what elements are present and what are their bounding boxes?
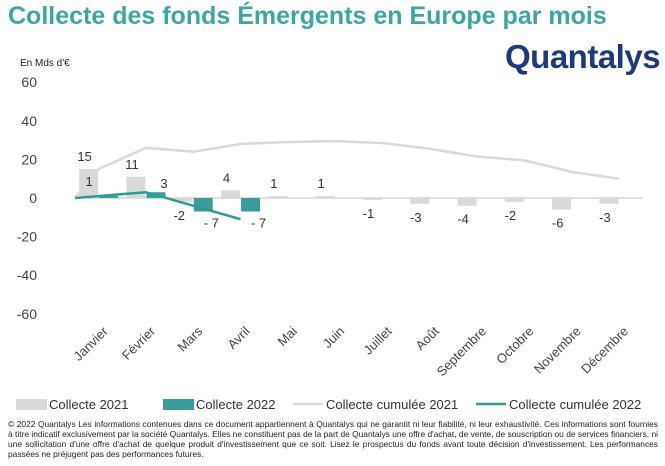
x-tick-label: Août [412, 323, 442, 353]
line-collecte-cumulee-2021 [74, 139, 620, 199]
x-tick-label: Septembre [434, 324, 490, 380]
x-tick-label: Mai [275, 323, 300, 348]
bar-collecte-2021 [552, 198, 572, 210]
data-label-2021: -6 [552, 216, 564, 231]
quantalys-logo: Quantalys [505, 38, 661, 75]
data-label-2022: 3 [160, 176, 167, 191]
bar-collecte-2021 [362, 198, 382, 200]
x-tick-label: Mars [174, 323, 205, 354]
chart-title: Collecte des fonds Émergents en Europe p… [8, 2, 607, 30]
data-label-2021: 1 [318, 176, 325, 191]
data-label-2021: 11 [125, 157, 139, 172]
legend-label: Collecte cumulée 2021 [326, 397, 458, 412]
bar-collecte-2021 [504, 198, 524, 202]
x-tick-label: Février [119, 323, 159, 363]
data-label-2021: -1 [363, 206, 375, 221]
bar-collecte-2021 [173, 198, 193, 202]
x-tick-label: Octobre [493, 324, 536, 367]
disclaimer-text: © 2022 Quantalys Les informations conten… [8, 419, 658, 459]
legend-label: Collecte 2022 [196, 397, 276, 412]
data-label-2021: -2 [173, 208, 185, 223]
legend-label: Collecte 2021 [49, 397, 129, 412]
y-tick-label: 20 [21, 151, 37, 167]
legend-swatch [163, 399, 194, 410]
data-label-2022: 1 [86, 174, 93, 189]
bar-collecte-2022 [241, 198, 261, 212]
data-label-2021: 4 [223, 170, 230, 185]
bar-collecte-2021 [268, 196, 288, 198]
data-label-2021: -3 [599, 210, 611, 225]
x-tick-label: Juillet [360, 323, 394, 357]
line-collecte-cumulee-2022 [74, 190, 241, 221]
y-axis-unit-label: En Mds d'€ [20, 58, 70, 69]
bar-collecte-2022 [99, 196, 119, 198]
legend-label: Collecte cumulée 2022 [509, 397, 641, 412]
y-tick-label: 0 [29, 190, 37, 206]
data-label-2021: -4 [457, 212, 469, 227]
data-label-2021: 15 [77, 149, 91, 164]
x-tick-label: Décembre [578, 324, 631, 377]
y-tick-label: 60 [21, 74, 37, 90]
data-label-2022: - 7 [204, 216, 219, 231]
bar-collecte-2021 [221, 190, 241, 198]
x-tick-label: Juin [320, 324, 347, 351]
data-label-2022: - 7 [251, 216, 266, 231]
bar-collecte-2021 [79, 169, 99, 198]
data-label-2021: -3 [410, 210, 422, 225]
bar-collecte-2021 [410, 198, 430, 204]
data-label-2021: 1 [270, 176, 277, 191]
bar-collecte-2021 [315, 196, 335, 198]
y-tick-label: 40 [21, 113, 37, 129]
x-tick-label: Novembre [531, 324, 584, 377]
bar-collecte-2021 [457, 198, 477, 206]
y-tick-label: -20 [17, 229, 37, 245]
data-label-2021: -2 [505, 208, 517, 223]
y-tick-label: -60 [17, 306, 37, 322]
x-tick-label: Avril [224, 323, 252, 351]
legend-swatch [16, 399, 47, 410]
y-tick-label: -40 [17, 267, 37, 283]
x-tick-label: Janvier [71, 323, 112, 364]
bar-collecte-2021 [599, 198, 619, 204]
